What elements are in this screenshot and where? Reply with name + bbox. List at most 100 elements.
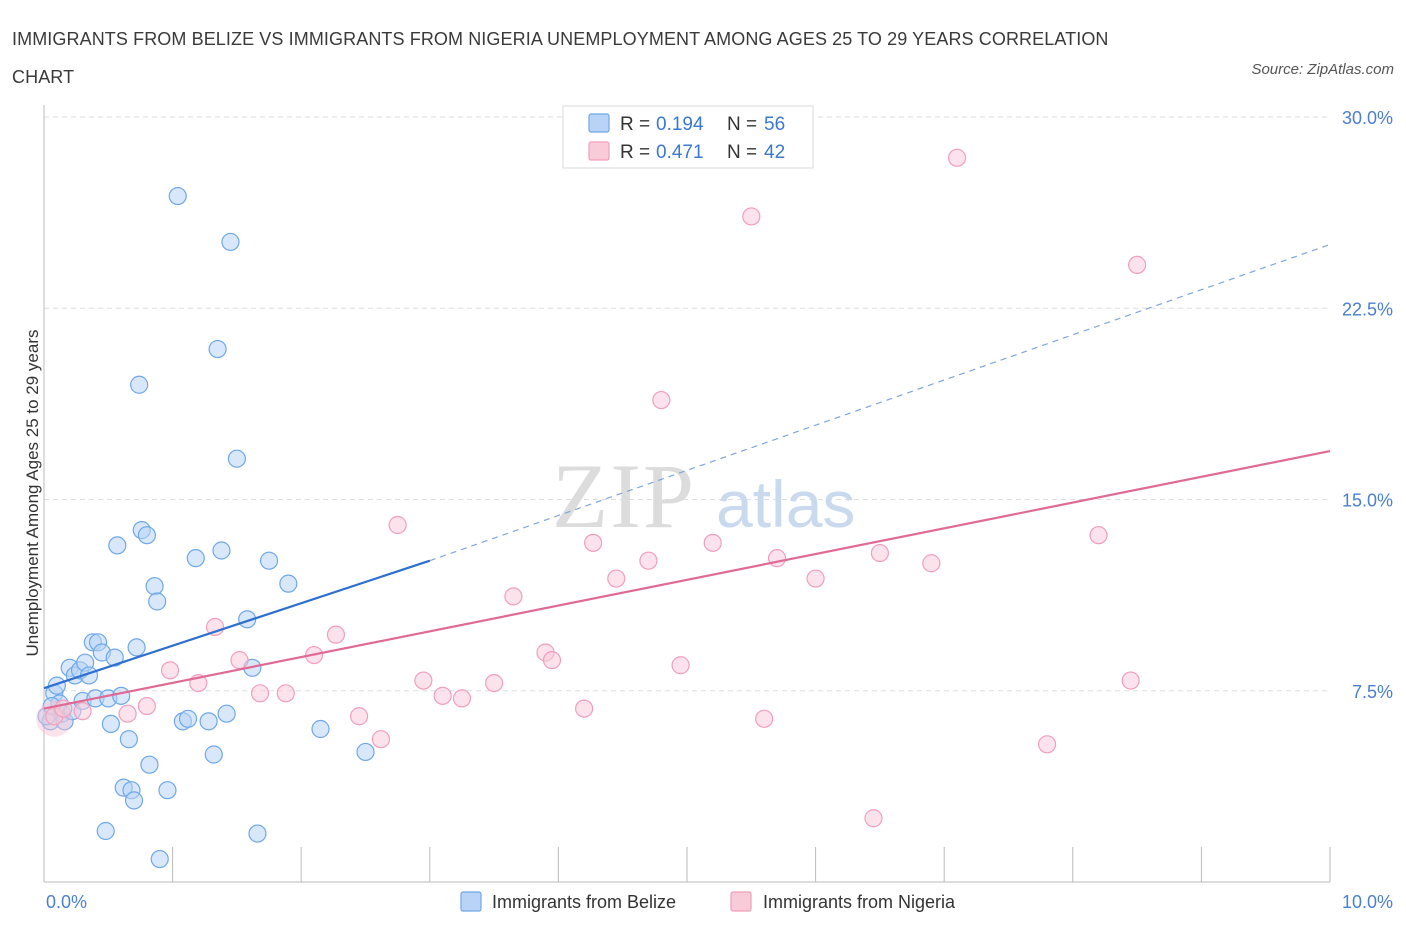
nigeria-point — [870, 543, 890, 563]
nigeria-point — [504, 587, 523, 606]
stats-legend: R = 0.194 N = 56 R = 0.471 N = 42 — [562, 105, 814, 169]
nigeria-point — [250, 684, 270, 703]
belize-point — [356, 742, 375, 762]
belize-point — [227, 449, 246, 468]
belize-point — [204, 745, 223, 764]
watermark: ZIP atlas — [552, 445, 855, 547]
trend-lines — [43, 243, 1331, 710]
nigeria-point — [137, 696, 156, 716]
belize-point — [217, 704, 236, 723]
legend-n-value-belize: 56 — [764, 114, 785, 135]
source-credit: Source: ZipAtlas.com — [1251, 61, 1394, 78]
legend-n-label-belize: N = — [727, 114, 757, 135]
belize-point — [150, 849, 169, 869]
belize-point — [259, 551, 279, 570]
series-label-nigeria: Immigrants from Nigeria — [763, 892, 956, 912]
nigeria-point — [414, 671, 433, 690]
nigeria-point — [276, 684, 295, 703]
belize-point — [168, 186, 187, 206]
nigeria-point — [742, 207, 761, 226]
chart-title: IMMIGRANTS FROM BELIZE VS IMMIGRANTS FRO… — [12, 29, 1109, 87]
belize-point — [105, 648, 124, 667]
legend-n-value-nigeria: 42 — [764, 142, 785, 163]
nigeria-point — [1127, 255, 1147, 274]
belize-trend-extension — [429, 243, 1331, 562]
nigeria-point — [575, 699, 594, 718]
nigeria-point — [118, 704, 137, 723]
nigeria-point — [864, 809, 883, 828]
legend-r-label-belize: R = — [620, 114, 650, 135]
belize-point — [221, 232, 240, 252]
legend-swatch-belize — [588, 113, 610, 133]
nigeria-point — [652, 390, 671, 410]
nigeria-point — [485, 673, 504, 693]
nigeria-point — [806, 569, 825, 588]
nigeria-point — [326, 625, 346, 644]
y-tick-label: 30.0% — [1342, 108, 1393, 128]
gridlines — [44, 116, 1330, 692]
belize-point — [101, 714, 120, 734]
nigeria-point — [755, 709, 774, 728]
nigeria-point — [947, 148, 967, 167]
y-tick-label: 15.0% — [1342, 491, 1393, 511]
nigeria-point — [1089, 526, 1108, 545]
series-swatch-belize — [460, 891, 482, 912]
watermark-atlas: atlas — [716, 467, 855, 541]
belize-point — [178, 709, 198, 728]
x-tick-label: 10.0% — [1342, 892, 1393, 912]
belize-point — [158, 781, 177, 800]
nigeria-point — [388, 515, 407, 535]
legend-r-label-nigeria: R = — [620, 142, 650, 163]
y-axis-label: Unemployment Among Ages 25 to 29 years — [23, 330, 42, 657]
belize-point — [199, 712, 218, 731]
y-tick-labels: 7.5% 15.0% 22.5% 30.0% — [1342, 108, 1393, 702]
nigeria-point — [1037, 735, 1057, 754]
belize-point — [127, 638, 146, 657]
legend-r-value-belize: 0.194 — [656, 114, 704, 135]
belize-point — [148, 592, 167, 611]
nigeria-point — [639, 551, 658, 570]
belize-point — [96, 821, 115, 841]
y-tick-label: 22.5% — [1342, 299, 1393, 319]
nigeria-point — [584, 533, 603, 552]
nigeria-point — [349, 707, 369, 726]
nigeria-point — [433, 686, 452, 705]
belize-point — [311, 719, 330, 739]
nigeria-point — [607, 569, 626, 588]
legend-r-value-nigeria: 0.471 — [656, 142, 704, 163]
belize-trend-line — [43, 559, 431, 690]
belize-point — [130, 375, 149, 394]
nigeria-point — [230, 651, 249, 670]
belize-point — [212, 541, 231, 560]
nigeria-trend-line — [43, 449, 1331, 710]
belize-point — [140, 755, 159, 774]
belize-point — [279, 574, 298, 593]
nigeria-point — [73, 702, 92, 721]
belize-point — [145, 577, 164, 596]
nigeria-point — [671, 656, 690, 675]
belize-point — [112, 686, 131, 705]
belize-point — [137, 526, 156, 545]
belize-points — [37, 186, 375, 869]
nigeria-point — [371, 730, 391, 749]
x-tick-labels: 0.0% 10.0% — [46, 892, 1393, 912]
series-legend: Immigrants from Belize Immigrants from N… — [460, 891, 956, 912]
belize-point — [208, 339, 227, 359]
nigeria-point — [922, 554, 941, 573]
nigeria-point — [703, 533, 722, 552]
series-swatch-nigeria — [730, 891, 752, 912]
nigeria-point — [160, 661, 180, 680]
belize-point — [119, 730, 138, 749]
belize-point — [108, 536, 127, 555]
legend-swatch-nigeria — [588, 141, 610, 161]
belize-point — [248, 824, 267, 843]
axes — [43, 105, 1331, 883]
legend-n-label-nigeria: N = — [727, 142, 757, 163]
x-tick-label: 0.0% — [46, 892, 87, 912]
y-tick-label: 7.5% — [1352, 682, 1393, 702]
belize-point — [186, 549, 205, 568]
nigeria-point — [1121, 671, 1140, 690]
belize-point — [124, 791, 144, 810]
nigeria-point — [542, 651, 562, 670]
